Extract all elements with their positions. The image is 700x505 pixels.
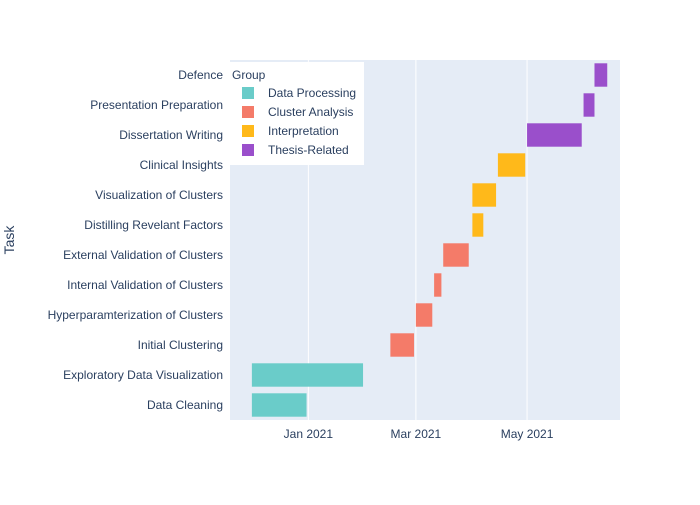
x-tick-label: Jan 2021 — [284, 427, 334, 441]
y-tick-label: Clinical Insights — [140, 158, 223, 172]
gantt-bar[interactable] — [497, 153, 526, 177]
gantt-bar[interactable] — [472, 213, 484, 237]
y-tick-label: Initial Clustering — [138, 338, 223, 352]
y-tick-label: Presentation Preparation — [90, 98, 223, 112]
gantt-bar[interactable] — [415, 303, 433, 327]
x-tick-label: May 2021 — [501, 427, 554, 441]
gantt-bar[interactable] — [443, 243, 469, 267]
y-tick-label: Dissertation Writing — [119, 128, 223, 142]
legend-item-label[interactable]: Thesis-Related — [268, 143, 349, 157]
gantt-bar[interactable] — [251, 393, 307, 417]
gantt-bar[interactable] — [594, 63, 608, 87]
gantt-bar[interactable] — [472, 183, 497, 207]
legend-swatch[interactable] — [242, 125, 254, 137]
legend-item-label[interactable]: Cluster Analysis — [268, 105, 353, 119]
x-tick-label: Mar 2021 — [391, 427, 442, 441]
y-tick-label: Data Cleaning — [147, 398, 223, 412]
y-tick-label: Hyperparamterization of Clusters — [48, 308, 223, 322]
legend-swatch[interactable] — [242, 106, 254, 118]
y-tick-label: Internal Validation of Clusters — [67, 278, 223, 292]
gantt-bar[interactable] — [527, 123, 582, 147]
legend-swatch[interactable] — [242, 87, 254, 99]
y-tick-label: External Validation of Clusters — [63, 248, 223, 262]
gantt-bar[interactable] — [583, 93, 595, 117]
legend-swatch[interactable] — [242, 144, 254, 156]
gantt-bar[interactable] — [434, 273, 442, 297]
y-tick-label: Exploratory Data Visualization — [63, 368, 223, 382]
bars — [251, 63, 608, 417]
y-tick-labels: Data Cleaning Exploratory Data Visualizat… — [48, 68, 224, 412]
y-tick-label: Distilling Revelant Factors — [84, 218, 223, 232]
legend-title: Group — [232, 68, 266, 82]
legend: Group Data Processing Cluster Analysis Int… — [228, 62, 364, 165]
x-tick-labels: Jan 2021 Mar 2021 May 2021 — [284, 427, 554, 441]
y-tick-label: Visualization of Clusters — [95, 188, 223, 202]
legend-item-label[interactable]: Data Processing — [268, 86, 356, 100]
gantt-bar[interactable] — [390, 333, 415, 357]
legend-item-label[interactable]: Interpretation — [268, 124, 339, 138]
gantt-bar[interactable] — [251, 363, 364, 387]
y-axis-title: Task — [1, 225, 17, 255]
y-tick-label: Defence — [178, 68, 223, 82]
